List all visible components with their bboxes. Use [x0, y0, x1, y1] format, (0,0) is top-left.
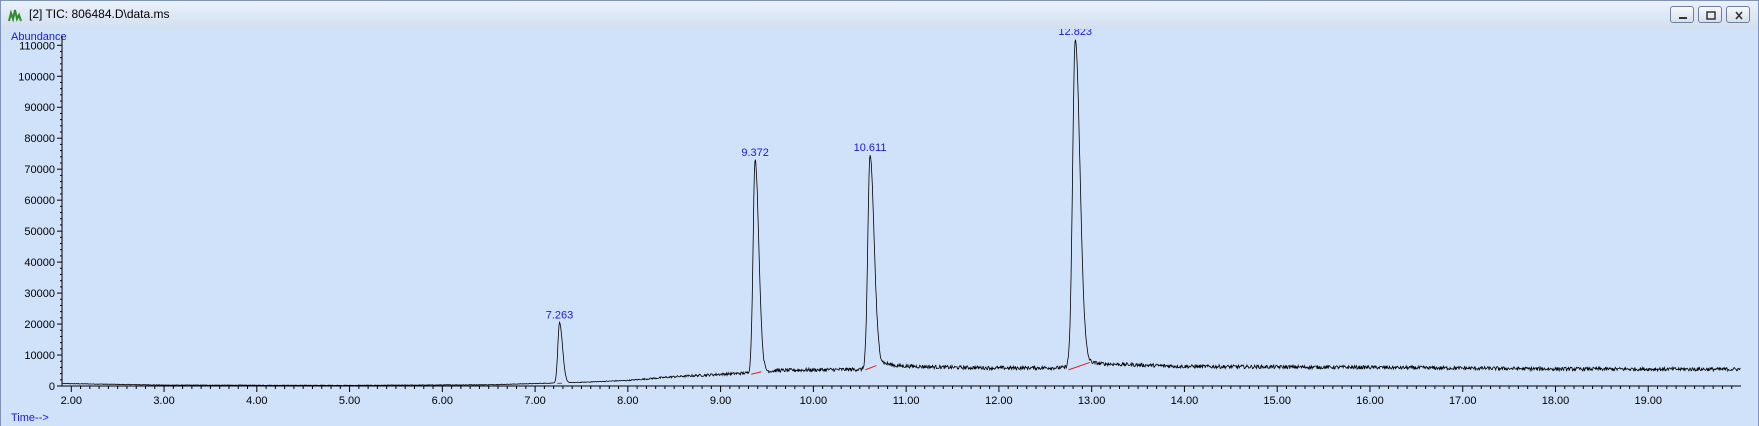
x-tick-label: 14.00: [1171, 395, 1199, 407]
integration-baseline: [865, 365, 877, 371]
x-tick-label: 5.00: [339, 395, 360, 407]
minimize-icon: [1679, 17, 1687, 19]
x-axis-title: Time-->: [11, 412, 49, 424]
x-tick-label: 2.00: [61, 395, 82, 407]
x-tick-label: 19.00: [1634, 395, 1662, 407]
tic-series-line: [61, 39, 1741, 387]
x-tick-label: 8.00: [617, 395, 638, 407]
restore-button[interactable]: [1698, 6, 1722, 23]
x-tick-label: 10.00: [800, 395, 828, 407]
peak-label: 7.263: [546, 310, 574, 322]
window-title: [2] TIC: 806484.D\data.ms: [29, 7, 170, 21]
tic-chromatogram-chart[interactable]: Abundance Time--> 0 10000 20000 30000 40000 5…: [1, 29, 1758, 426]
integration-baseline: [1068, 361, 1090, 371]
peak-label: 12.823: [1058, 29, 1092, 38]
y-tick-label: 70000: [24, 164, 55, 176]
axes: 0 10000 20000 30000 40000 50000 60000 70000 8000…: [18, 36, 1741, 407]
y-tick-label: 90000: [24, 102, 55, 114]
peak-label: 9.372: [741, 147, 769, 159]
plot-area[interactable]: Abundance Time--> 0 10000 20000 30000 40000 5…: [1, 29, 1758, 426]
tic-trace: [61, 39, 1741, 387]
y-tick-label: 110000: [19, 40, 55, 52]
close-button[interactable]: [1726, 6, 1750, 23]
y-axis-title: Abundance: [11, 31, 67, 43]
y-tick-label: 60000: [24, 195, 55, 207]
x-tick-label: 16.00: [1356, 395, 1384, 407]
x-tick-label: 11.00: [893, 395, 920, 407]
x-tick-label: 18.00: [1542, 395, 1570, 407]
x-tick-label: 13.00: [1078, 395, 1106, 407]
minimize-button[interactable]: [1670, 6, 1694, 23]
x-tick-label: 7.00: [524, 395, 545, 407]
x-tick-label: 17.00: [1449, 395, 1477, 407]
x-tick-label: 12.00: [985, 395, 1013, 407]
y-tick-label: 80000: [24, 133, 55, 145]
integration-baseline: [751, 371, 762, 375]
y-tick-label: 50000: [24, 226, 55, 238]
x-tick-label: 6.00: [432, 395, 453, 407]
y-tick-label: 30000: [24, 288, 55, 300]
x-tick-label: 15.00: [1263, 395, 1291, 407]
restore-icon: [1706, 11, 1716, 20]
y-tick-label: 10000: [24, 350, 55, 362]
y-tick-label: 100000: [18, 71, 55, 83]
title-bar[interactable]: [2] TIC: 806484.D\data.ms: [1, 1, 1758, 30]
peak-label: 10.611: [854, 142, 887, 154]
close-icon: [1735, 11, 1743, 20]
y-tick-label: 20000: [24, 319, 55, 331]
x-tick-label: 3.00: [153, 395, 174, 407]
chromatogram-app-icon: [8, 9, 22, 23]
y-tick-label: 0: [49, 381, 55, 393]
y-tick-label: 40000: [24, 257, 55, 269]
x-tick-label: 4.00: [246, 395, 267, 407]
x-tick-label: 9.00: [710, 395, 731, 407]
peak-labels: 7.263 9.372 10.611 12.823: [546, 29, 1092, 322]
integration-baselines: [557, 361, 1090, 385]
